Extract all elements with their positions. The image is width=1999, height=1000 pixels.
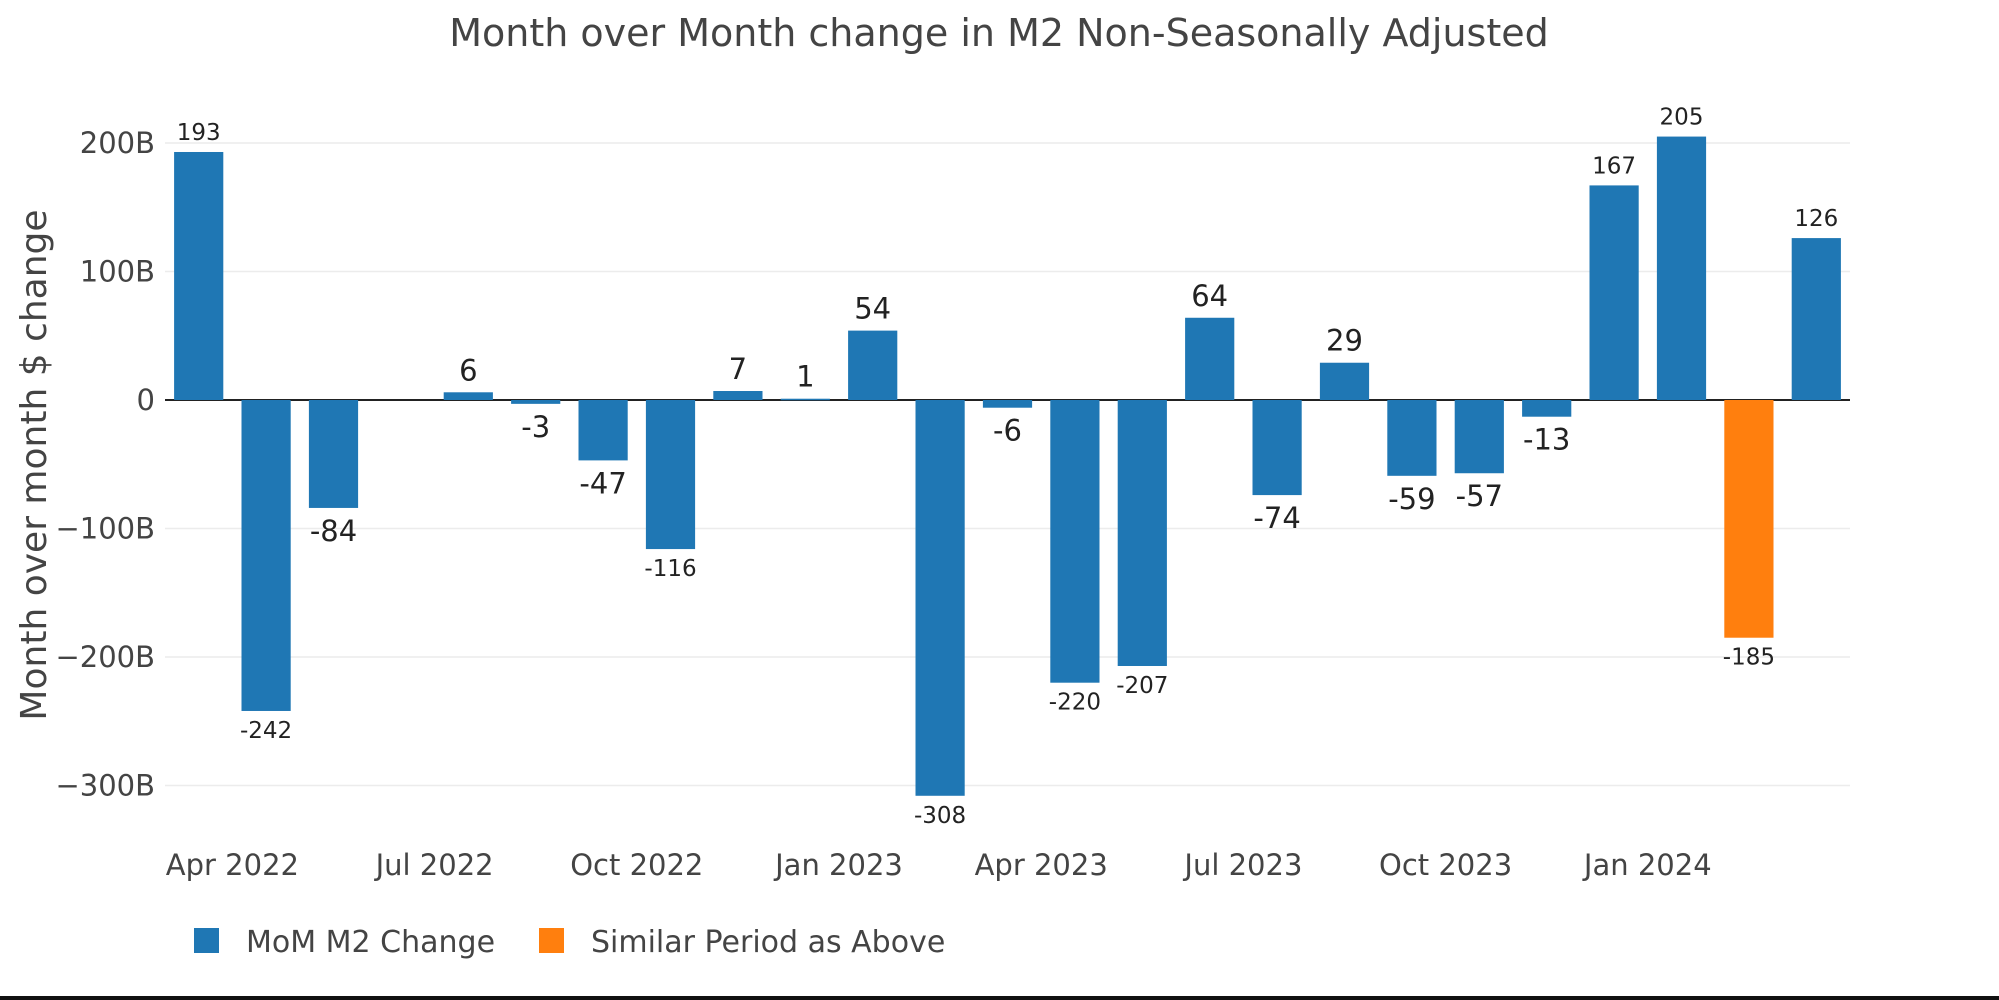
- x-tick-label: Jul 2023: [1182, 848, 1302, 882]
- y-tick-label: −200B: [55, 640, 155, 674]
- bar-mom-m2-change: [1387, 400, 1437, 476]
- x-tick-label: Oct 2022: [570, 848, 703, 882]
- data-label: 29: [1326, 324, 1363, 358]
- data-label: -3: [521, 410, 550, 444]
- y-tick-label: 0: [137, 383, 155, 417]
- chart-title: Month over Month change in M2 Non-Season…: [449, 11, 1549, 55]
- y-axis-ticks: 200B 100B 0 −100B −200B −300B: [55, 126, 155, 803]
- bar-mom-m2-change: [443, 392, 493, 400]
- bar-mom-m2-change: [241, 400, 291, 711]
- x-tick-label: Apr 2023: [975, 848, 1108, 882]
- data-label: -74: [1253, 501, 1300, 535]
- bar-mom-m2-change: [511, 400, 561, 404]
- data-label: -116: [644, 556, 696, 582]
- bar-similar-period: [1724, 400, 1774, 638]
- data-label: 167: [1592, 153, 1636, 179]
- data-labels: 193 -242 -84 6 -3 -47 -116 7 1 54 -308 -6 -220 -207 64…: [177, 105, 1839, 829]
- data-label: 193: [177, 120, 221, 146]
- bar-mom-m2-change: [1117, 400, 1167, 666]
- x-tick-label: Jul 2022: [374, 848, 494, 882]
- legend: MoM M2 Change Similar Period as Above: [194, 925, 945, 960]
- legend-swatch: [194, 928, 219, 953]
- bottom-border: [0, 996, 1999, 1000]
- data-label: -6: [993, 414, 1022, 448]
- data-label: -57: [1456, 479, 1503, 513]
- bar-mom-m2-change: [1522, 400, 1572, 417]
- y-tick-label: 100B: [80, 255, 155, 289]
- bar-mom-m2-change: [578, 400, 628, 461]
- legend-swatch: [539, 928, 564, 953]
- legend-label: MoM M2 Change: [246, 925, 495, 960]
- x-tick-label: Jan 2023: [773, 848, 903, 882]
- bar-mom-m2-change: [915, 400, 965, 796]
- data-label: -84: [310, 514, 357, 548]
- bar-mom-m2-change: [1454, 400, 1504, 474]
- data-label: -207: [1116, 673, 1168, 699]
- data-label: -242: [240, 718, 292, 744]
- data-label: -220: [1049, 690, 1101, 716]
- data-label: 7: [729, 352, 747, 386]
- y-tick-label: −100B: [55, 512, 155, 546]
- bar-mom-m2-change: [848, 330, 898, 400]
- data-label: 54: [854, 292, 891, 326]
- data-label: 1: [796, 360, 814, 394]
- x-axis-ticks: Apr 2022 Jul 2022 Oct 2022 Jan 2023 Apr 2023…: [166, 848, 1712, 882]
- y-axis-title: Month over month $ change: [14, 209, 55, 720]
- bar-mom-m2-change: [1791, 238, 1841, 400]
- bar-mom-m2-change: [1589, 185, 1639, 400]
- bar-mom-m2-change: [780, 398, 830, 401]
- bar-mom-m2-change: [645, 400, 696, 550]
- data-label: -185: [1723, 645, 1775, 671]
- bar-mom-m2-change: [1252, 400, 1302, 496]
- bar-mom-m2-change: [713, 391, 763, 400]
- legend-label: Similar Period as Above: [591, 925, 945, 960]
- data-label: -308: [914, 803, 966, 829]
- data-label: 64: [1191, 279, 1228, 313]
- y-tick-label: 200B: [80, 126, 155, 160]
- x-tick-label: Jan 2024: [1582, 848, 1712, 882]
- data-label: 6: [459, 353, 477, 387]
- y-tick-label: −300B: [55, 769, 155, 803]
- bar-mom-m2-change: [174, 151, 224, 400]
- bar-mom-m2-change: [308, 400, 359, 508]
- bar-mom-m2-change: [1656, 136, 1707, 400]
- bar-mom-m2-change: [982, 400, 1033, 408]
- bar-mom-m2-change: [1319, 362, 1370, 400]
- bars: [174, 136, 1841, 796]
- data-label: -59: [1388, 482, 1435, 516]
- bar-mom-m2-change: [1185, 317, 1235, 400]
- x-tick-label: Oct 2023: [1379, 848, 1512, 882]
- data-label: 126: [1794, 206, 1838, 232]
- bar-mom-m2-change: [1050, 400, 1100, 683]
- data-label: -13: [1523, 423, 1570, 457]
- data-label: 205: [1660, 105, 1704, 131]
- data-label: -47: [579, 466, 626, 500]
- x-tick-label: Apr 2022: [166, 848, 299, 882]
